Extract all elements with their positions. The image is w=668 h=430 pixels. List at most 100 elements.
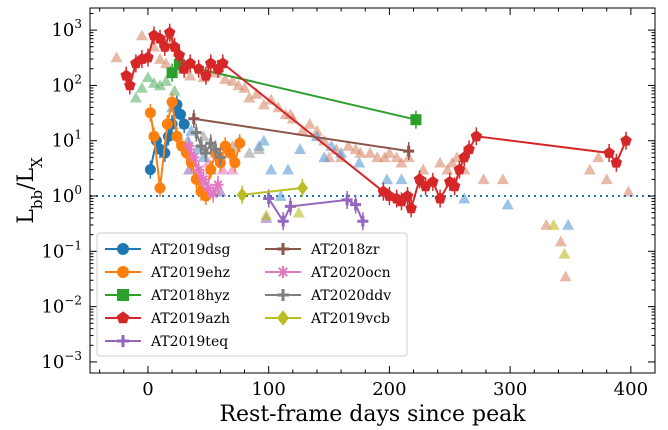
data-point bbox=[188, 151, 200, 163]
data-point bbox=[463, 143, 475, 155]
data-point bbox=[124, 79, 136, 91]
upper-limit-marker bbox=[182, 163, 195, 175]
upper-limit-marker bbox=[458, 192, 471, 204]
axis-ticks: 0 100 200 300 400 10−3 10−2 10−1 100 101 102 103 bbox=[41, 8, 656, 400]
upper-limit-marker bbox=[342, 140, 355, 151]
legend-marker bbox=[277, 310, 289, 326]
y-tick-label: 10−3 bbox=[41, 349, 82, 373]
data-point bbox=[610, 156, 623, 168]
data-point bbox=[171, 130, 183, 142]
upper-limit-marker bbox=[184, 69, 197, 81]
legend-label: AT2018hyz bbox=[150, 288, 230, 304]
upper-limit-marker bbox=[243, 91, 256, 103]
legend-entry: AT2019vcb bbox=[265, 310, 390, 327]
data-point bbox=[263, 193, 275, 205]
y-tick-label: 103 bbox=[51, 17, 82, 41]
data-point bbox=[341, 194, 353, 206]
legend-label: AT2019ehz bbox=[150, 265, 230, 281]
data-point bbox=[154, 182, 166, 194]
data-point bbox=[357, 215, 369, 227]
legend: AT2019dsg AT2019ehz AT2018hyz AT2019azh AT20… bbox=[96, 232, 408, 357]
series-at2018hyz bbox=[166, 55, 422, 129]
y-tick-label: 100 bbox=[51, 183, 82, 207]
data-point bbox=[234, 137, 246, 149]
upper-limit-marker bbox=[141, 71, 154, 83]
upper-limit-marker bbox=[216, 163, 229, 175]
upper-limit-marker bbox=[501, 198, 514, 210]
series-at2020ddv bbox=[190, 123, 226, 167]
data-point bbox=[166, 96, 178, 108]
data-point bbox=[173, 49, 186, 61]
data-point bbox=[159, 40, 171, 52]
upper-limit-marker bbox=[434, 156, 447, 168]
data-point bbox=[236, 187, 248, 203]
legend-label: AT2020ocn bbox=[310, 265, 391, 281]
upper-limit-marker bbox=[154, 53, 167, 64]
data-point bbox=[154, 32, 166, 44]
upper-limit-marker bbox=[600, 173, 613, 185]
data-point bbox=[427, 175, 439, 187]
legend-marker bbox=[277, 266, 289, 278]
y-label-sub2: X bbox=[28, 157, 46, 168]
data-point bbox=[192, 62, 205, 74]
y-label-sub: bb bbox=[28, 190, 46, 209]
legend-label: AT2020ddv bbox=[310, 288, 391, 304]
upper-limit-marker bbox=[622, 185, 635, 197]
x-tick-label: 200 bbox=[372, 379, 406, 400]
upper-limit-marker bbox=[390, 151, 403, 163]
data-point bbox=[166, 67, 178, 79]
data-point bbox=[448, 180, 461, 192]
legend-marker bbox=[116, 311, 130, 324]
legend-marker bbox=[117, 243, 129, 255]
upper-limit-marker bbox=[260, 209, 273, 221]
legend-marker bbox=[117, 335, 129, 347]
upper-limit-marker bbox=[292, 206, 305, 218]
legend-entry: AT2020ddv bbox=[265, 288, 391, 304]
data-point bbox=[144, 164, 156, 176]
data-point bbox=[148, 130, 160, 142]
upper-limit-marker bbox=[303, 118, 316, 129]
x-tick-label: 0 bbox=[142, 379, 153, 400]
series-line bbox=[193, 117, 409, 153]
upper-limit-marker bbox=[364, 146, 377, 158]
x-tick-label: 100 bbox=[251, 379, 285, 400]
data-point bbox=[210, 143, 222, 155]
upper-limit-marker bbox=[353, 156, 366, 168]
series-at2018zr bbox=[188, 109, 415, 161]
upper-limit-marker bbox=[135, 29, 148, 41]
series-line bbox=[241, 186, 303, 196]
data-point bbox=[229, 157, 241, 169]
series-at2019azh bbox=[120, 23, 632, 218]
legend-label: AT2019teq bbox=[150, 334, 228, 350]
upper-limit-marker bbox=[395, 173, 408, 185]
data-point bbox=[470, 130, 483, 142]
data-point bbox=[188, 113, 200, 125]
upper-limit-marker bbox=[395, 156, 408, 168]
data-point bbox=[193, 164, 205, 176]
data-point bbox=[205, 137, 217, 149]
data-point bbox=[403, 145, 415, 157]
data-point bbox=[197, 173, 209, 185]
upper-limit-marker bbox=[265, 163, 278, 175]
data-point bbox=[205, 57, 217, 69]
series-group bbox=[120, 23, 632, 231]
data-point bbox=[205, 164, 217, 176]
data-point bbox=[284, 200, 296, 212]
upper-limit-marker bbox=[135, 81, 148, 93]
data-point bbox=[163, 26, 176, 38]
upper-limit-marker bbox=[160, 75, 173, 86]
data-point bbox=[296, 180, 308, 196]
upper-limit-marker bbox=[294, 143, 307, 155]
data-point bbox=[200, 69, 212, 81]
legend-box bbox=[96, 232, 408, 357]
data-point bbox=[401, 190, 414, 201]
upper-limit-marker bbox=[274, 190, 287, 201]
upper-limit-marker bbox=[250, 87, 263, 99]
legend-entry: AT2018zr bbox=[265, 242, 380, 258]
y-axis-label: Lbb/LX bbox=[14, 157, 46, 224]
data-point bbox=[142, 51, 154, 63]
y-label-main2: /L bbox=[14, 168, 39, 190]
upper-limit-marker bbox=[154, 79, 167, 91]
data-point bbox=[175, 108, 187, 120]
upper-limit-marker bbox=[547, 218, 560, 230]
